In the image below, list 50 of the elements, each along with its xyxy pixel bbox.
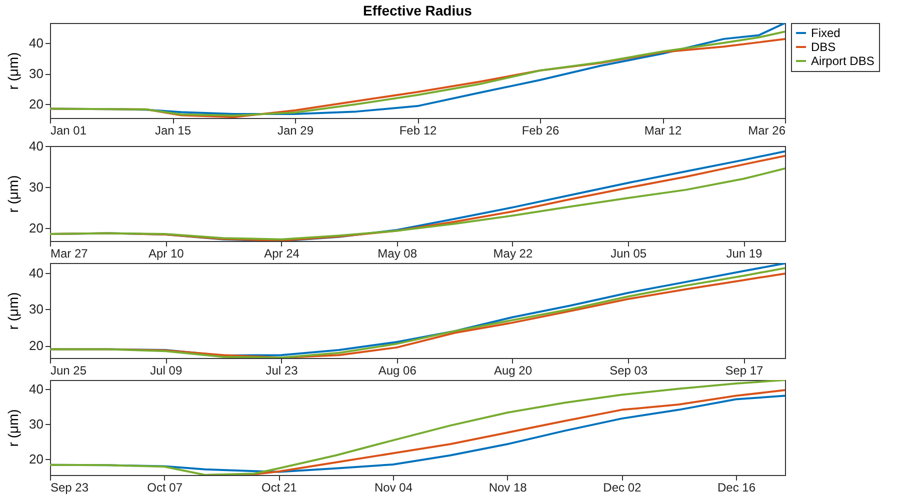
x-tick-label: Nov 04 <box>374 480 413 494</box>
y-axis-title: r (μm) <box>5 175 22 213</box>
y-axis-title: r (μm) <box>5 52 22 90</box>
y-tick-label: 30 <box>29 66 44 82</box>
x-tick-label: Mar 27 <box>50 246 88 260</box>
y-tick-label: 40 <box>29 381 44 396</box>
y-tick-label: 30 <box>29 179 44 194</box>
chart-title: Effective Radius <box>363 2 472 18</box>
x-tick-label: Nov 18 <box>488 480 528 494</box>
y-tick-label: 20 <box>29 220 44 236</box>
x-tick-label: Oct 21 <box>261 480 298 494</box>
x-tick-label: Aug 20 <box>494 364 532 378</box>
x-tick-label: Jan 29 <box>277 124 314 138</box>
x-tick-label: May 22 <box>493 246 533 260</box>
x-tick-label: May 08 <box>378 246 418 260</box>
x-tick-label: Jun 19 <box>726 246 763 260</box>
legend-label: Fixed <box>811 26 840 40</box>
legend-label: DBS <box>811 40 836 54</box>
x-tick-label: Feb 12 <box>399 124 438 138</box>
x-tick-label: Aug 06 <box>378 364 417 378</box>
y-tick-label: 40 <box>29 138 44 154</box>
x-tick-label: Sep 03 <box>610 364 648 378</box>
x-tick-label: Jul 23 <box>266 364 298 378</box>
x-tick-label: Jun 05 <box>610 246 647 260</box>
y-axis-title: r (μm) <box>5 409 22 447</box>
x-tick-label: Mar 12 <box>644 124 682 138</box>
x-tick-label: Jan 15 <box>154 124 192 138</box>
legend-label: Airport DBS <box>811 54 874 68</box>
y-tick-label: 20 <box>29 96 44 112</box>
x-tick-label: Jan 01 <box>50 124 87 138</box>
y-tick-label: 30 <box>29 416 44 432</box>
x-tick-label: Mar 26 <box>748 124 786 138</box>
x-tick-label: Sep 23 <box>50 480 89 494</box>
x-tick-label: Dec 16 <box>717 480 756 494</box>
line-series <box>50 168 785 240</box>
y-tick-label: 40 <box>29 265 44 280</box>
y-tick-label: 20 <box>29 338 44 354</box>
x-tick-label: Apr 10 <box>148 246 184 260</box>
x-tick-label: Feb 26 <box>522 124 560 138</box>
line-series <box>50 380 785 475</box>
x-tick-label: Apr 24 <box>264 246 300 260</box>
x-tick-label: Dec 02 <box>603 480 642 494</box>
y-tick-label: 30 <box>29 302 44 317</box>
y-tick-label: 20 <box>29 451 44 466</box>
x-tick-label: Jun 25 <box>50 364 87 378</box>
y-axis-title: r (μm) <box>5 292 22 330</box>
x-tick-label: Jul 09 <box>150 364 182 378</box>
y-tick-label: 40 <box>29 35 44 50</box>
x-tick-label: Sep 17 <box>725 364 764 378</box>
x-tick-label: Oct 07 <box>147 480 183 494</box>
